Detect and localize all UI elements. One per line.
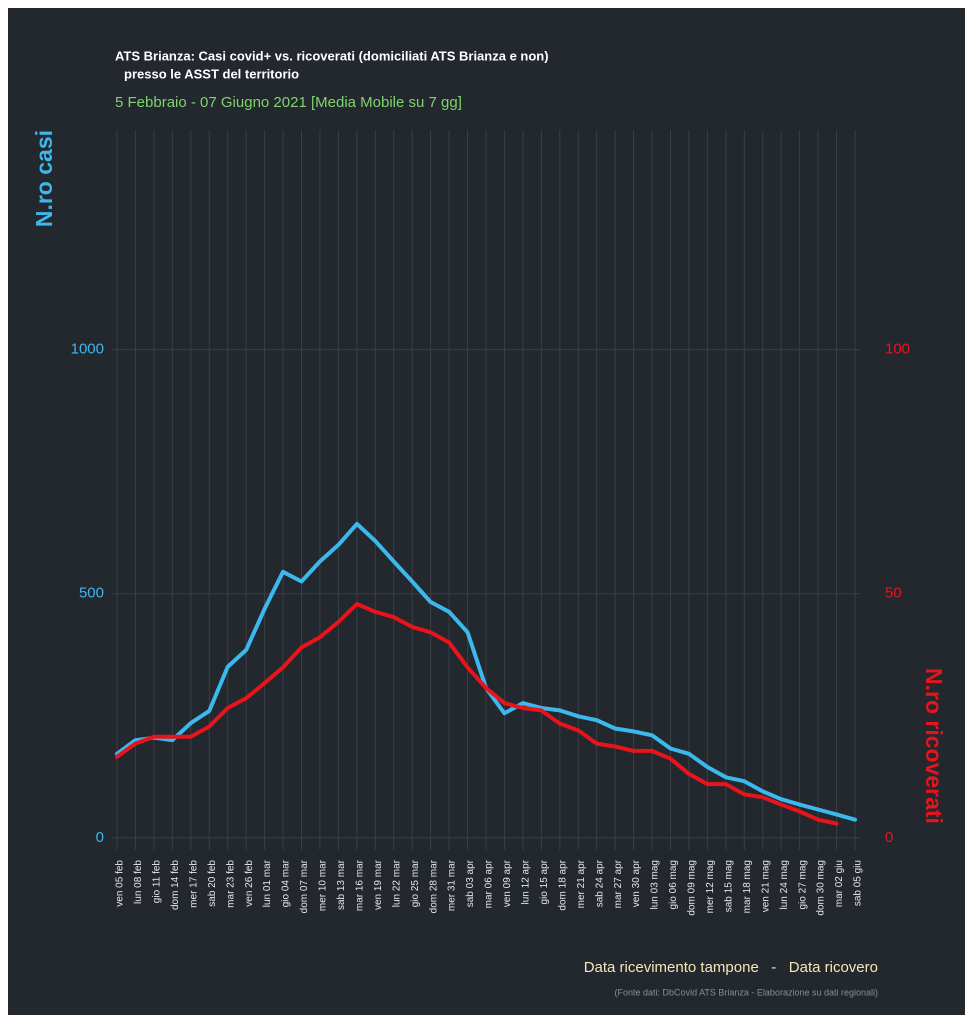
x-tick-label: mer 10 mar [318,859,329,911]
x-tick-label: mer 21 apr [576,859,587,908]
x-tick-label: mar 27 apr [613,859,624,908]
x-tick-label: gio 15 apr [539,859,550,904]
y-tick-label: 1000 [71,341,104,358]
y2-tick-label: 0 [885,829,893,846]
x-tick-label: mer 17 feb [188,860,199,908]
x-tick-label: gio 27 mag [797,860,808,909]
x-tick-label: gio 06 mag [668,860,679,909]
x-tick-label: mar 06 apr [484,859,495,908]
x-tick-label: sab 24 apr [594,859,605,907]
x-tick-label: ven 19 mar [373,859,384,910]
source-note: (Fonte dati: DbCovid ATS Brianza - Elabo… [615,987,878,997]
x-tick-label: mar 02 giu [834,860,845,907]
y2-tick-label: 100 [885,341,910,358]
x-tick-label: gio 11 feb [152,860,163,904]
x-tick-label: mer 31 mar [447,859,458,911]
y2-axis-label: N.ro ricoverati [921,668,947,824]
y-axis-label: N.ro casi [31,130,57,227]
x-axis-label: Data ricevimento tampone - Data ricovero [584,959,878,976]
y-tick-label: 0 [96,829,104,846]
chart-title: ATS Brianza: Casi covid+ vs. ricoverati … [115,48,549,63]
x-tick-label: sab 15 mag [723,860,734,912]
x-tick-label: dom 14 feb [170,860,181,910]
x-tick-label: mar 18 mag [742,860,753,913]
data-line [115,602,839,826]
x-tick-label: dom 09 mag [687,860,698,916]
x-tick-label: dom 07 mar [299,859,310,913]
x-tick-label: lun 03 mag [650,860,661,909]
chart-subtitle: 5 Febbraio - 07 Giugno 2021 [Media Mobil… [115,94,462,111]
x-tick-label: dom 18 apr [557,859,568,910]
x-tick-label: gio 04 mar [281,859,292,907]
x-tick-label: lun 01 mar [262,859,273,907]
x-tick-label: lun 12 apr [521,859,532,904]
x-tick-label: sab 03 apr [465,859,476,907]
x-tick-label: mar 16 mar [354,859,365,911]
x-tick-label: ven 09 apr [502,859,513,907]
x-tick-label: sab 13 mar [336,859,347,910]
x-tick-label: mar 23 feb [225,860,236,908]
chart-title: presso le ASST del territorio [124,66,299,81]
y2-tick-label: 50 [885,585,902,602]
x-tick-label: gio 25 mar [410,859,421,907]
x-tick-label: ven 05 feb [115,860,126,907]
x-tick-label: lun 08 feb [133,860,144,904]
x-tick-label: lun 24 mag [779,860,790,909]
x-tick-label: ven 26 feb [244,860,255,907]
x-tick-label: ven 30 apr [631,859,642,907]
x-tick-label: sab 05 giu [853,860,864,906]
x-tick-label: dom 28 mar [428,859,439,913]
x-tick-label: mer 12 mag [705,860,716,913]
y-tick-label: 500 [79,585,104,602]
x-tick-label: ven 21 mag [760,860,771,912]
x-tick-label: sab 20 feb [207,860,218,907]
x-tick-label: dom 30 mag [816,860,827,916]
x-tick-label: lun 22 mar [391,859,402,907]
